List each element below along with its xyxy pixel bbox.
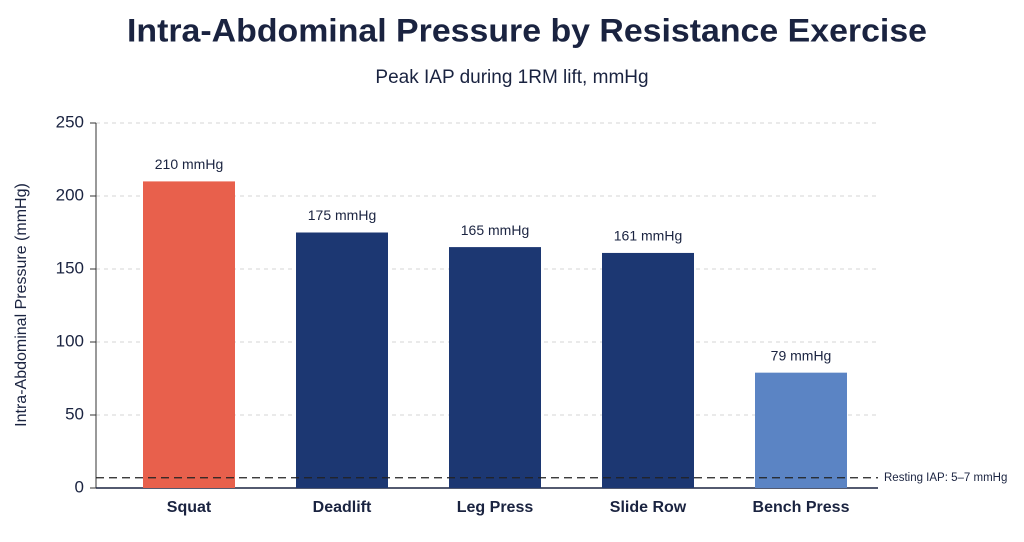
y-axis-label: Intra-Abdominal Pressure (mmHg) (13, 183, 30, 427)
bar (602, 252, 694, 488)
bar (143, 181, 235, 488)
chart-title: Intra-Abdominal Pressure by Resistance E… (127, 12, 927, 48)
bar (296, 232, 388, 488)
y-tick-label: 200 (56, 185, 84, 204)
bar (755, 372, 847, 488)
value-label: 79 mmHg (771, 347, 832, 363)
x-tick-label: Deadlift (313, 499, 372, 516)
x-tick-label: Bench Press (753, 499, 850, 516)
value-label: 165 mmHg (461, 222, 529, 238)
x-tick-label: Slide Row (610, 499, 687, 516)
y-tick-label: 50 (65, 404, 84, 423)
y-tick-label: 150 (56, 258, 84, 277)
value-label: 161 mmHg (614, 228, 682, 244)
value-label: 210 mmHg (155, 156, 223, 172)
x-tick-label: Squat (167, 499, 212, 516)
y-tick-label: 250 (56, 112, 84, 131)
y-tick-label: 0 (75, 477, 84, 496)
chart-subtitle: Peak IAP during 1RM lift, mmHg (375, 67, 648, 88)
y-tick-label: 100 (56, 331, 84, 350)
value-label: 175 mmHg (308, 207, 376, 223)
x-tick-label: Leg Press (457, 499, 534, 516)
bar (449, 247, 541, 488)
reference-label: Resting IAP: 5–7 mmHg (884, 472, 1007, 484)
